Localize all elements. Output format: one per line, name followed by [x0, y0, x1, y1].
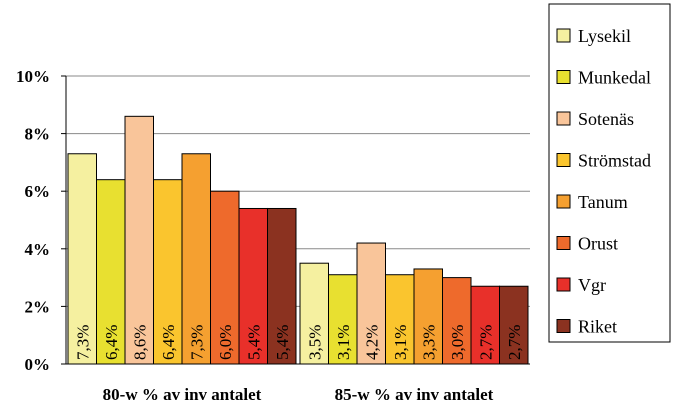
- bar: [210, 190, 240, 365]
- data-label: 7,3%: [187, 325, 206, 360]
- data-label: 8,6%: [130, 325, 149, 360]
- legend-swatch: [556, 277, 571, 292]
- bar: [470, 285, 500, 365]
- legend-label: Orust: [578, 234, 618, 254]
- bars: 7,3% 6,4% 8,6% 6,4% 7,3% 6,0% 5,4% 5,4% 3,5% 3,1%…: [67, 115, 529, 365]
- category-label: 85-w % av inv antalet: [335, 385, 494, 404]
- data-label: 3,5%: [305, 325, 324, 360]
- legend-swatch: [556, 70, 571, 84]
- data-label: 4,2%: [362, 325, 381, 360]
- bar: [267, 207, 297, 365]
- bar: [413, 268, 443, 365]
- legend-swatch: [556, 194, 571, 209]
- bar: [181, 153, 211, 365]
- data-label: 7,3%: [73, 325, 92, 360]
- data-label: 6,0%: [216, 325, 235, 360]
- category-labels: 80-w % av inv antalet 85-w % av inv antal…: [103, 385, 494, 404]
- data-label: 2,7%: [505, 325, 524, 360]
- bar: [153, 179, 183, 365]
- legend-label: Lysekil: [578, 26, 631, 46]
- data-label: 6,4%: [102, 325, 121, 360]
- data-label: 5,4%: [244, 325, 263, 360]
- legend-label: Strömstad: [578, 151, 651, 171]
- y-tick-label: 2%: [25, 297, 51, 316]
- data-label: 3,1%: [334, 325, 353, 360]
- legend: Lysekil Munkedal Sotenäs Strömstad Tanum Orus…: [548, 3, 671, 343]
- data-label: 3,3%: [419, 325, 438, 360]
- bar: [96, 179, 126, 365]
- y-tick-label: 4%: [25, 240, 51, 259]
- legend-swatch: [556, 236, 571, 250]
- data-label: 6,4%: [159, 325, 178, 360]
- bar: [442, 277, 472, 365]
- legend-swatch: [556, 153, 571, 167]
- bar: [499, 285, 529, 365]
- category-label: 80-w % av inv antalet: [103, 385, 262, 404]
- bar: [238, 207, 268, 365]
- legend-label: Sotenäs: [578, 109, 634, 129]
- bar: [124, 115, 154, 365]
- y-tick-labels: 0% 2% 4% 6% 8% 10%: [16, 67, 50, 374]
- legend-label: Vgr: [578, 275, 606, 295]
- legend-swatch: [556, 111, 571, 126]
- y-tick-label: 6%: [25, 182, 51, 201]
- bar: [328, 274, 358, 365]
- data-label: 2,7%: [476, 325, 495, 360]
- data-label: 5,4%: [273, 325, 292, 360]
- bar: [356, 242, 386, 365]
- y-tick-label: 8%: [25, 125, 51, 144]
- y-tick-label: 0%: [25, 355, 51, 374]
- legend-label: Munkedal: [578, 68, 651, 88]
- legend-label: Riket: [578, 317, 617, 337]
- data-label: 3,1%: [391, 325, 410, 360]
- legend-swatch: [556, 28, 571, 43]
- legend-label: Tanum: [578, 192, 628, 212]
- legend-swatch: [556, 319, 571, 333]
- bar: [299, 262, 329, 365]
- data-label: 3,0%: [448, 325, 467, 360]
- y-tick-label: 10%: [16, 67, 50, 86]
